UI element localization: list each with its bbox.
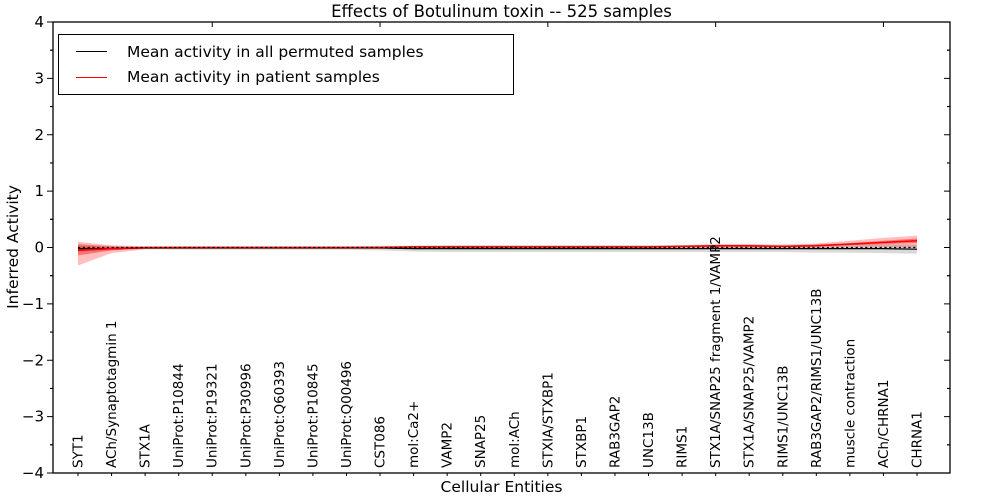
x-tick-label: UniProt:Q00496 <box>339 361 355 468</box>
x-tick-label: STX1A <box>138 423 154 468</box>
confidence-bands <box>78 235 917 266</box>
y-tick-label: −2 <box>22 351 44 369</box>
x-tick-label: muscle contraction <box>842 339 858 468</box>
x-tick-label: STX1A/SNAP25 fragment 1/VAMP2 <box>708 236 724 468</box>
y-tick-labels: 4 3 2 1 0 −1 −2 −3 −4 <box>22 13 44 482</box>
legend-label-patient: Mean activity in patient samples <box>127 68 380 87</box>
axis-ticks <box>47 21 950 476</box>
y-tick-label: −4 <box>22 464 44 482</box>
x-tick-label: UniProt:P10844 <box>171 363 187 468</box>
permuted-line-swatch <box>76 51 107 53</box>
x-tick-label: UniProt:P10845 <box>305 363 321 468</box>
x-axis-label: Cellular Entities <box>440 478 563 496</box>
y-tick-label: 1 <box>34 182 44 200</box>
x-tick-label: UniProt:Q60393 <box>272 361 288 468</box>
y-tick-label: 3 <box>34 69 44 87</box>
x-tick-label: VAMP2 <box>440 422 456 468</box>
y-tick-label: 2 <box>34 126 44 144</box>
x-tick-label: STX1A/SNAP25/VAMP2 <box>742 316 758 468</box>
legend: Mean activity in all permuted samples Me… <box>58 34 514 95</box>
series-lines <box>77 239 918 252</box>
x-tick-label: UniProt:P30996 <box>238 363 254 468</box>
y-tick-label: 4 <box>34 13 44 31</box>
x-tick-label: RAB3GAP2 <box>607 396 623 468</box>
x-tick-label: UNC13B <box>641 412 657 468</box>
y-tick-label: 0 <box>34 239 44 257</box>
x-tick-label: RAB3GAP2/RIMS1/UNC13B <box>809 289 825 468</box>
x-tick-label: STXIA/STXBP1 <box>540 372 556 468</box>
x-tick-label: SNAP25 <box>473 415 489 468</box>
x-tick-label: mol:Ca2+ <box>406 401 422 468</box>
chart-title: Effects of Botulinum toxin -- 525 sample… <box>331 2 672 21</box>
x-tick-label: ACh/Synaptotagmin 1 <box>104 320 120 468</box>
x-tick-label: STXBP1 <box>574 416 590 468</box>
x-tick-label: CHRNA1 <box>910 411 926 468</box>
x-tick-label: mol:ACh <box>507 411 523 468</box>
x-tick-label: RIMS1/UNC13B <box>775 365 791 468</box>
legend-item-permuted: Mean activity in all permuted samples <box>59 39 513 65</box>
y-tick-label: −3 <box>22 408 44 426</box>
y-axis-label: Inferred Activity <box>4 185 22 309</box>
x-tick-label: UniProt:P19321 <box>205 363 221 468</box>
x-tick-labels: SYT1 ACh/Synaptotagmin 1 STX1A UniProt:P108… <box>71 236 926 468</box>
x-tick-label: SYT1 <box>71 434 87 468</box>
legend-label-permuted: Mean activity in all permuted samples <box>127 42 424 61</box>
legend-item-patient: Mean activity in patient samples <box>59 65 513 91</box>
x-tick-label: ACh/CHRNA1 <box>876 380 892 468</box>
x-tick-label: CST086 <box>373 416 389 468</box>
patient-line-swatch <box>76 76 107 78</box>
y-tick-label: −1 <box>22 295 44 313</box>
x-tick-label: RIMS1 <box>675 426 691 468</box>
